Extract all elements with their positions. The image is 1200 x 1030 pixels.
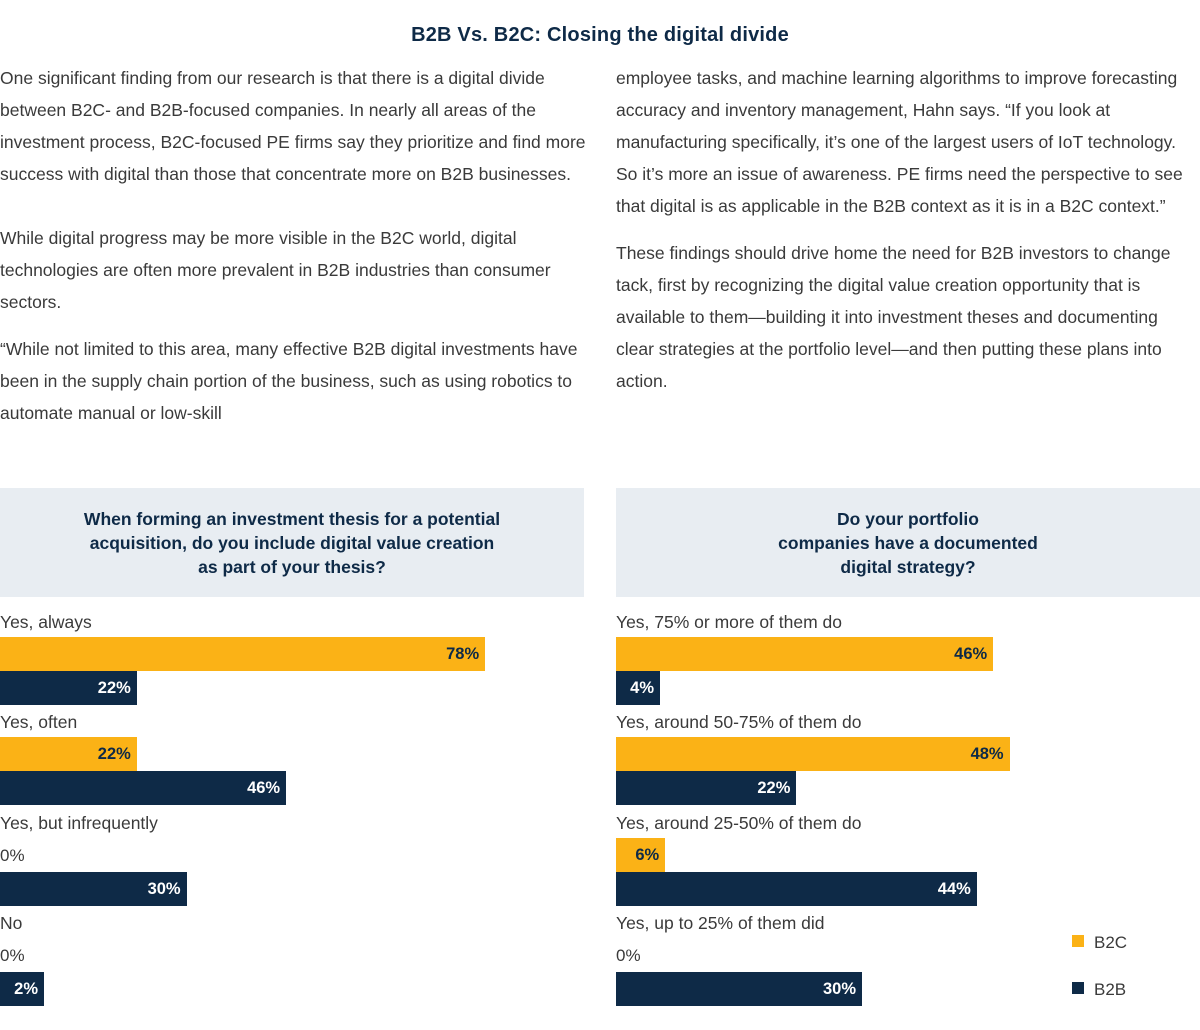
b2b-bar: 22% — [616, 771, 797, 805]
category-label: Yes, often — [0, 712, 78, 732]
legend-swatch-b2c — [1072, 935, 1084, 947]
bar-value-label: 6% — [635, 846, 660, 864]
b2c-bar: 46% — [616, 637, 994, 671]
legend-item-b2b: B2B — [1072, 980, 1126, 1000]
category-label: Yes, 75% or more of them do — [616, 612, 843, 632]
b2b-bar: 2% — [0, 972, 44, 1006]
zero-value-label: 0% — [616, 946, 641, 965]
paragraph: While digital progress may be more visib… — [0, 228, 551, 312]
chart-question-right: Do your portfolio companies have a docum… — [616, 488, 1200, 597]
category-label: Yes, up to 25% of them did — [616, 913, 825, 933]
question-line: as part of your thesis? — [198, 556, 386, 577]
b2c-bar: 78% — [0, 637, 486, 671]
b2c-bar: 6% — [616, 838, 666, 872]
b2b-bar: 30% — [0, 872, 187, 906]
bar-value-label: 48% — [970, 745, 1004, 763]
question-line: digital strategy? — [840, 556, 976, 577]
category-label: Yes, around 25-50% of them do — [616, 813, 862, 833]
paragraph: “While not limited to this area, many ef… — [0, 339, 578, 423]
category-label: Yes, around 50-75% of them do — [616, 712, 862, 732]
paragraph: employee tasks, and machine learning alg… — [616, 68, 1183, 216]
chart-question-left: When forming an investment thesis for a … — [0, 488, 584, 597]
zero-value-label: 0% — [0, 846, 25, 865]
b2c-bar: 48% — [616, 737, 1010, 771]
zero-value-label: 0% — [0, 946, 25, 965]
bar-value-label: 30% — [822, 980, 856, 998]
bar-value-label: 22% — [757, 779, 791, 797]
b2b-bar: 44% — [616, 872, 977, 906]
legend-label-b2b: B2B — [1094, 980, 1127, 999]
bar-value-label: 22% — [97, 679, 131, 697]
paragraph: These findings should drive home the nee… — [616, 243, 1171, 391]
question-line: companies have a documented — [778, 532, 1038, 553]
body-column-right: employee tasks, and machine learning alg… — [616, 62, 1196, 397]
bar-value-label: 22% — [97, 745, 131, 763]
bar-value-label: 46% — [247, 779, 281, 797]
legend-item-b2c: B2C — [1072, 933, 1127, 953]
bar-value-label: 2% — [14, 980, 38, 998]
bar-value-label: 30% — [147, 880, 181, 898]
question-line: acquisition, do you include digital valu… — [89, 532, 495, 553]
page-title: B2B Vs. B2C: Closing the digital divide — [411, 24, 789, 46]
b2b-bar: 30% — [616, 972, 862, 1006]
b2c-bar: 22% — [0, 737, 137, 771]
bar-value-label: 78% — [446, 645, 480, 663]
paragraph: One significant finding from our researc… — [0, 68, 586, 184]
question-line: When forming an investment thesis for a … — [83, 508, 501, 529]
category-label: Yes, but infrequently — [0, 813, 158, 833]
body-column-left: One significant finding from our researc… — [0, 62, 590, 429]
bar-value-label: 44% — [937, 880, 971, 898]
legend-label-b2c: B2C — [1094, 933, 1128, 952]
b2b-bar: 46% — [0, 771, 287, 805]
legend-swatch-b2b — [1072, 982, 1084, 994]
b2b-bar: 22% — [0, 671, 137, 705]
bar-value-label: 4% — [630, 679, 654, 697]
bar-value-label: 46% — [954, 645, 988, 663]
question-line: Do your portfolio — [837, 508, 979, 529]
category-label: No — [0, 913, 23, 933]
category-label: Yes, always — [0, 612, 92, 632]
b2b-bar: 4% — [616, 671, 660, 705]
